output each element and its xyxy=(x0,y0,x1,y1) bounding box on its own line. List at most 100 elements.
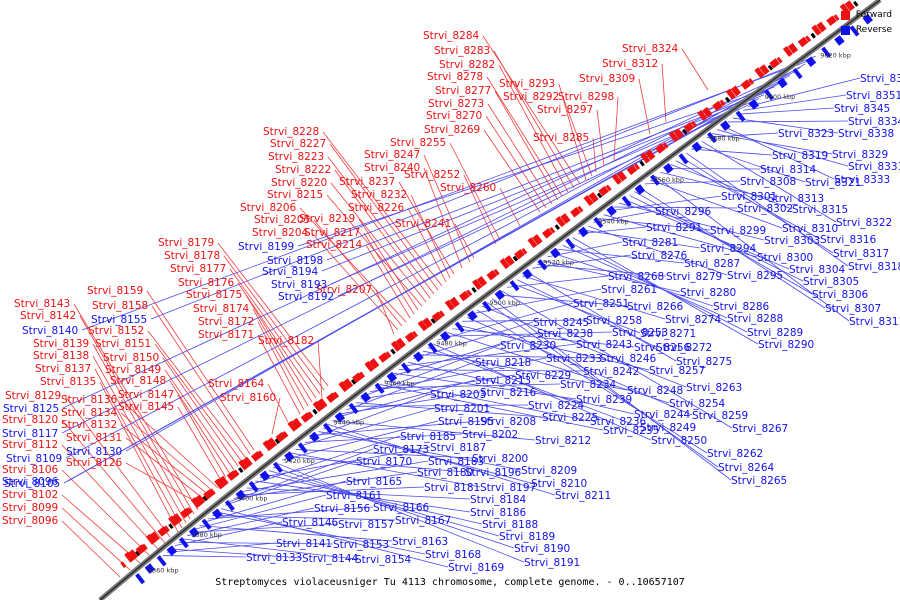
reverse-connector xyxy=(179,541,334,545)
scale-tick-label: 9620 kbp xyxy=(820,51,851,59)
reverse-connector xyxy=(497,294,628,307)
reverse-gene-label: Strvi_8105 xyxy=(4,478,60,490)
reverse-connector xyxy=(273,466,515,549)
reverse-gene-label: Strvi_8276 xyxy=(631,250,688,262)
gene-marker xyxy=(682,128,688,135)
reverse-gene-label: Strvi_8317 xyxy=(833,248,889,260)
reverse-connector xyxy=(166,542,277,553)
forward-gene xyxy=(390,340,401,352)
reverse-gene-label: Strvi_8200 xyxy=(472,453,528,465)
reverse-connector xyxy=(722,125,835,180)
forward-gene-label: Strvi_8145 xyxy=(118,401,174,413)
scale-tick-label: 9360 kbp xyxy=(148,566,179,574)
reverse-gene-label: Strvi_8189 xyxy=(499,531,555,543)
reverse-connector xyxy=(532,254,632,269)
forward-gene-label: Strvi_8142 xyxy=(20,310,76,322)
forward-label: Forward xyxy=(855,10,892,20)
forward-gene-label: Strvi_8220 xyxy=(271,177,327,189)
reverse-connector xyxy=(727,120,849,123)
forward-gene-label: Strvi_8175 xyxy=(186,289,242,301)
forward-gene xyxy=(805,35,812,43)
forward-gene xyxy=(291,417,303,429)
forward-connector xyxy=(558,83,587,181)
reverse-gene-label: Strvi_8161 xyxy=(326,490,382,502)
reverse-gene-label: Strvi_8333 xyxy=(834,174,890,186)
forward-gene xyxy=(307,411,314,418)
forward-gene-label: Strvi_8285 xyxy=(533,132,589,144)
reverse-gene xyxy=(663,162,674,174)
reverse-gene xyxy=(284,451,295,462)
reverse-gene-label: Strvi_8167 xyxy=(395,515,451,527)
forward-connector xyxy=(638,78,651,135)
forward-connector xyxy=(423,167,463,269)
reverse-gene-label: Strvi_8334 xyxy=(848,116,900,128)
forward-gene-label: Strvi_8174 xyxy=(193,303,250,315)
reverse-gene xyxy=(386,371,398,383)
reverse-connector xyxy=(665,167,761,170)
forward-gene xyxy=(190,497,201,509)
gene-marker xyxy=(767,64,774,71)
reverse-connector xyxy=(216,511,426,555)
reverse-connector xyxy=(491,298,732,481)
reverse-connector xyxy=(379,384,604,431)
reverse-connector xyxy=(174,521,283,547)
reverse-connector xyxy=(170,548,303,559)
reverse-gene xyxy=(334,411,346,423)
reverse-gene-label: Strvi_8180 xyxy=(417,467,473,479)
reverse-gene xyxy=(297,442,308,454)
reverse-connector xyxy=(608,195,722,212)
forward-connector xyxy=(164,369,235,471)
legend-reverse: Reverse xyxy=(840,23,892,38)
reverse-gene-label: Strvi_8184 xyxy=(470,494,527,506)
forward-gene xyxy=(645,149,656,161)
reverse-gene xyxy=(323,422,333,434)
forward-gene-label: Strvi_8096 xyxy=(2,515,59,527)
reverse-connector xyxy=(583,229,701,249)
forward-gene-label: Strvi_8206 xyxy=(240,202,297,214)
reverse-gene xyxy=(273,461,283,473)
reverse-connector xyxy=(743,94,847,111)
scale-tick-label: 9500 kbp xyxy=(489,299,520,307)
forward-gene-label: Strvi_8129 xyxy=(5,390,61,402)
forward-gene xyxy=(549,226,556,234)
forward-connector xyxy=(407,207,447,283)
forward-gene xyxy=(811,24,822,36)
forward-connector xyxy=(499,187,521,227)
forward-gene xyxy=(257,450,264,457)
forward-gene xyxy=(655,143,666,154)
forward-gene-label: Strvi_8277 xyxy=(435,85,491,97)
reverse-gene-label: Strvi_8246 xyxy=(600,353,657,365)
reverse-gene xyxy=(248,481,259,493)
reverse-gene xyxy=(805,56,817,67)
forward-gene xyxy=(266,437,278,449)
reverse-gene-label: Strvi_8243 xyxy=(576,339,632,351)
reverse-gene-label: Strvi_8203 xyxy=(430,389,486,401)
forward-gene-label: Strvi_8131 xyxy=(66,432,122,444)
reverse-gene-label: Strvi_8264 xyxy=(718,462,775,474)
reverse-gene-label: Strvi_8248 xyxy=(627,385,683,397)
reverse-connector xyxy=(369,357,547,393)
reverse-gene-label: Strvi_8262 xyxy=(707,448,763,460)
reverse-gene-label: Strvi_8166 xyxy=(373,502,430,514)
reverse-connector xyxy=(670,164,793,210)
forward-gene xyxy=(275,431,287,443)
forward-gene-label: Strvi_8227 xyxy=(270,138,326,150)
forward-gene-label: Strvi_8204 xyxy=(252,227,309,239)
reverse-gene-label: Strvi_8254 xyxy=(669,398,726,410)
reverse-connector xyxy=(738,107,835,115)
reverse-gene xyxy=(454,321,465,333)
forward-gene-label: Strvi_8293 xyxy=(499,78,555,90)
reverse-gene-label: Strvi_8290 xyxy=(758,339,814,351)
forward-connector xyxy=(120,399,219,489)
reverse-gene-label: Strvi_8299 xyxy=(710,225,766,237)
scale-tick-label: 9600 kbp xyxy=(765,93,796,101)
forward-gene xyxy=(769,58,780,69)
scale-tick-label: 9420 kbp xyxy=(284,457,315,465)
reverse-connector xyxy=(517,279,657,348)
reverse-connector xyxy=(712,133,833,155)
reverse-gene-label: Strvi_8329 xyxy=(832,149,888,161)
reverse-gene-label: Strvi_8198 xyxy=(267,255,323,267)
forward-connector xyxy=(257,321,305,411)
forward-gene-label: Strvi_8112 xyxy=(2,439,58,451)
reverse-connector xyxy=(578,226,647,235)
